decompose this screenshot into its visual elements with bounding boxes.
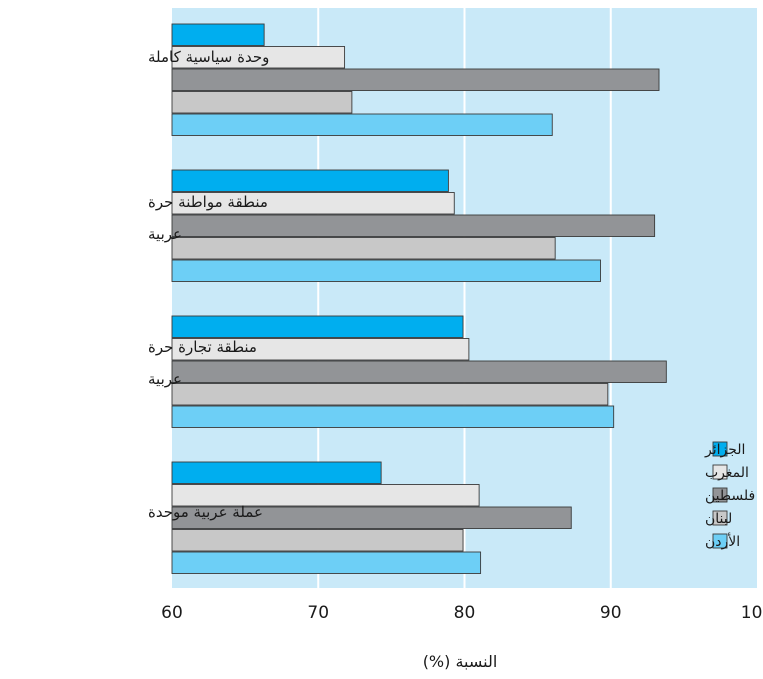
x-tick-label-60: 60 xyxy=(161,603,183,623)
legend-label-3: فلسطين xyxy=(705,488,755,504)
category-label-4-line-1: عملة عربية موحدة xyxy=(148,503,263,521)
bar-cat4-series1 xyxy=(171,461,382,484)
bar-cat3-series1 xyxy=(171,315,464,338)
bar-cat1-series3 xyxy=(171,68,660,91)
bar-cat3-series3 xyxy=(171,360,667,383)
bar-cat1-series1 xyxy=(171,23,265,46)
category-label-3-line-2: عربية xyxy=(148,370,182,388)
legend-label-1: الجزائر xyxy=(704,442,745,458)
category-label-1-line-1: وحدة سياسية كاملة xyxy=(148,48,269,66)
x-tick-label-90: 90 xyxy=(600,603,622,623)
legend-label-4: لبنان xyxy=(705,511,732,527)
category-label-3-line-1: منطقة تجارة حرة xyxy=(148,338,257,356)
legend-swatch-2 xyxy=(712,464,728,480)
bar-cat2-series2 xyxy=(171,192,455,215)
category-label-2-line-2: عربية xyxy=(148,225,182,243)
bar-cat3-series5 xyxy=(171,405,615,428)
legend-swatch-3 xyxy=(712,487,728,503)
x-tick-label-100: 100 xyxy=(741,603,763,623)
bar-cat3-series4 xyxy=(171,383,609,406)
category-label-2-line-1: منطقة مواطنة حرة xyxy=(148,193,268,211)
legend-swatch-5 xyxy=(712,533,728,549)
bar-cat4-series4 xyxy=(171,529,464,552)
bar-cat4-series5 xyxy=(171,551,482,574)
bar-cat2-series5 xyxy=(171,259,601,282)
bar-cat3-series2 xyxy=(171,338,470,361)
bar-cat4-series3 xyxy=(171,506,572,529)
legend-label-2: المغرب xyxy=(705,465,749,481)
x-axis-title: النسبة (%) xyxy=(423,652,498,671)
legend-swatch-1 xyxy=(712,441,728,457)
bar-cat1-series5 xyxy=(171,113,553,136)
legend-label-5: الأردن xyxy=(705,532,740,550)
x-tick-label-70: 70 xyxy=(307,603,329,623)
legend-swatch-4 xyxy=(712,510,728,526)
bar-cat1-series2 xyxy=(171,46,346,69)
bar-cat2-series4 xyxy=(171,237,556,260)
legend: الجزائر المغرب فلسطين لبنان الأردن xyxy=(704,441,755,550)
bar-cat2-series3 xyxy=(171,214,656,237)
x-tick-label-80: 80 xyxy=(454,603,476,623)
bar-cat4-series2 xyxy=(171,484,480,507)
bar-cat1-series4 xyxy=(171,91,353,114)
bar-cat2-series1 xyxy=(171,169,449,192)
